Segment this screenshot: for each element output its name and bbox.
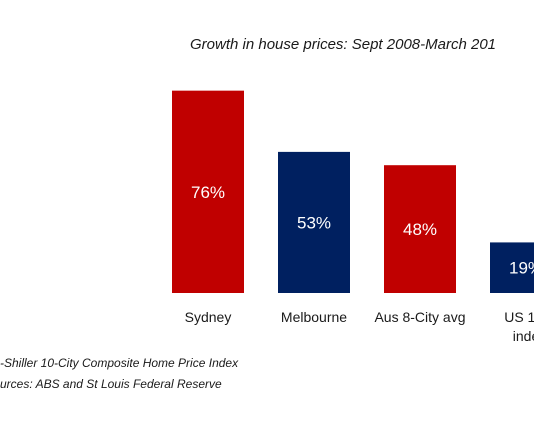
category-label-line2: inde (513, 328, 534, 344)
value-label: 76% (191, 183, 225, 202)
bar-us-10 (490, 242, 534, 293)
category-label: Aus 8-City avg (374, 309, 465, 325)
labels-group: 76% Sydney 53% Melbourne 48% Aus 8-City avg 19… (185, 183, 534, 344)
category-label: US 10- (504, 309, 534, 325)
chart-title: Growth in house prices: Sept 2008-March … (190, 36, 496, 53)
footnote-sources: urces: ABS and St Louis Federal Reserve (0, 377, 222, 391)
value-label: 53% (297, 213, 331, 232)
bar-sydney (172, 90, 244, 294)
bars-group (172, 90, 534, 294)
value-label: 19% (509, 259, 534, 278)
bar-aus-8-city-avg (384, 165, 456, 293)
footnote-index: -Shiller 10-City Composite Home Price In… (0, 356, 239, 370)
value-label: 48% (403, 220, 437, 239)
bar-melbourne (278, 151, 350, 293)
category-label: Sydney (185, 309, 232, 325)
category-label: Melbourne (281, 309, 347, 325)
